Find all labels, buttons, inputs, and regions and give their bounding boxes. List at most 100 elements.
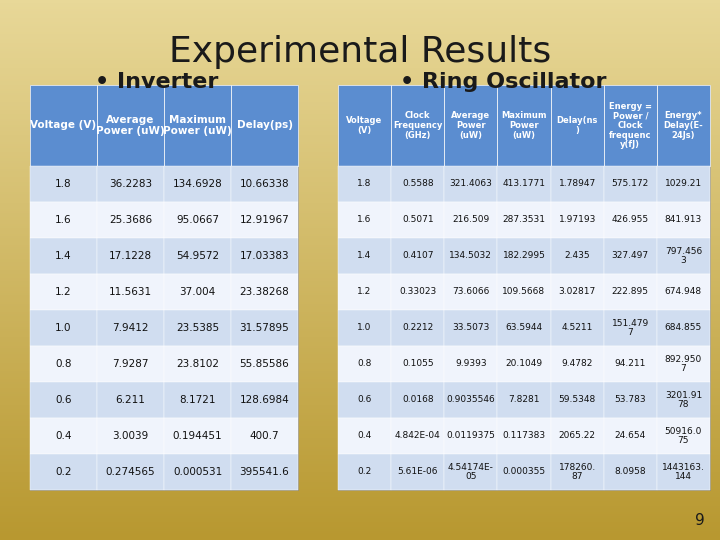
Text: 23.38268: 23.38268	[240, 287, 289, 297]
Bar	[164, 238, 231, 274]
Text: 178260.
87: 178260. 87	[559, 463, 595, 481]
Text: 0.2212: 0.2212	[402, 323, 433, 333]
Bar	[30, 310, 97, 346]
Text: 0.194451: 0.194451	[173, 431, 222, 441]
Bar	[657, 274, 710, 310]
Text: 1.78947: 1.78947	[559, 179, 595, 188]
Text: 9.9393: 9.9393	[455, 360, 487, 368]
Text: 63.5944: 63.5944	[505, 323, 543, 333]
Bar	[444, 85, 498, 166]
Bar	[498, 454, 551, 490]
Text: 216.509: 216.509	[452, 215, 490, 225]
Bar	[231, 202, 298, 238]
Bar	[657, 85, 710, 166]
Bar	[338, 382, 391, 418]
Bar	[444, 346, 498, 382]
Bar	[30, 454, 97, 490]
Bar	[498, 238, 551, 274]
Bar	[97, 382, 164, 418]
Text: Delay(ns
): Delay(ns )	[557, 116, 598, 135]
Bar	[164, 418, 231, 454]
Bar	[603, 418, 657, 454]
Bar	[657, 238, 710, 274]
Text: 94.211: 94.211	[615, 360, 646, 368]
Text: 37.004: 37.004	[179, 287, 215, 297]
Bar	[164, 310, 231, 346]
Bar	[551, 274, 603, 310]
Bar	[444, 238, 498, 274]
Text: 684.855: 684.855	[665, 323, 702, 333]
Bar	[231, 310, 298, 346]
Bar	[551, 454, 603, 490]
Text: 395541.6: 395541.6	[240, 467, 289, 477]
Text: 0.000531: 0.000531	[173, 467, 222, 477]
Bar	[30, 166, 97, 202]
Bar	[164, 85, 231, 166]
Bar	[391, 274, 444, 310]
Text: 10.66338: 10.66338	[240, 179, 289, 189]
Text: 1.4: 1.4	[357, 252, 372, 260]
Text: Voltage (V): Voltage (V)	[30, 120, 96, 131]
Bar	[97, 238, 164, 274]
Bar	[603, 310, 657, 346]
Bar	[444, 202, 498, 238]
Text: 0.2: 0.2	[55, 467, 72, 477]
Bar	[551, 310, 603, 346]
Text: 20.1049: 20.1049	[505, 360, 543, 368]
Text: 7.9412: 7.9412	[112, 323, 149, 333]
Text: 0.117383: 0.117383	[503, 431, 546, 441]
Text: 134.5032: 134.5032	[449, 252, 492, 260]
Text: Maximum
Power (uW): Maximum Power (uW)	[163, 115, 232, 136]
Bar	[97, 310, 164, 346]
Bar	[444, 418, 498, 454]
Bar	[603, 346, 657, 382]
Bar	[444, 454, 498, 490]
Text: 25.3686: 25.3686	[109, 215, 152, 225]
Bar	[97, 418, 164, 454]
Bar	[97, 202, 164, 238]
Text: 426.955: 426.955	[612, 215, 649, 225]
Text: 7.8281: 7.8281	[508, 395, 540, 404]
Bar	[338, 310, 391, 346]
Text: 321.4063: 321.4063	[449, 179, 492, 188]
Text: 0.5588: 0.5588	[402, 179, 433, 188]
Bar	[391, 310, 444, 346]
Text: 0.8: 0.8	[55, 359, 72, 369]
Bar	[338, 346, 391, 382]
Bar	[603, 166, 657, 202]
Text: 6.211: 6.211	[116, 395, 145, 405]
Text: 674.948: 674.948	[665, 287, 702, 296]
Bar	[338, 274, 391, 310]
Text: 17.1228: 17.1228	[109, 251, 152, 261]
Text: 95.0667: 95.0667	[176, 215, 219, 225]
Bar	[97, 166, 164, 202]
Text: 9.4782: 9.4782	[562, 360, 593, 368]
Text: 1.6: 1.6	[357, 215, 372, 225]
Bar	[231, 238, 298, 274]
Bar	[30, 382, 97, 418]
Bar	[498, 166, 551, 202]
Text: 4.54174E-
05: 4.54174E- 05	[448, 463, 494, 481]
Text: 0.0119375: 0.0119375	[446, 431, 495, 441]
Bar	[657, 454, 710, 490]
Bar	[338, 454, 391, 490]
Text: 841.913: 841.913	[665, 215, 702, 225]
Bar	[164, 202, 231, 238]
Bar	[391, 85, 444, 166]
Text: 8.1721: 8.1721	[179, 395, 216, 405]
Text: 7.9287: 7.9287	[112, 359, 149, 369]
Bar	[551, 346, 603, 382]
Bar	[30, 274, 97, 310]
Bar	[30, 238, 97, 274]
Bar	[30, 85, 97, 166]
Bar	[657, 418, 710, 454]
Text: 327.497: 327.497	[612, 252, 649, 260]
Text: 0.4: 0.4	[357, 431, 372, 441]
Text: 17.03383: 17.03383	[240, 251, 289, 261]
Bar	[444, 274, 498, 310]
Bar	[231, 418, 298, 454]
Bar	[603, 454, 657, 490]
Bar	[551, 202, 603, 238]
Text: 1.0: 1.0	[55, 323, 72, 333]
Bar	[444, 166, 498, 202]
